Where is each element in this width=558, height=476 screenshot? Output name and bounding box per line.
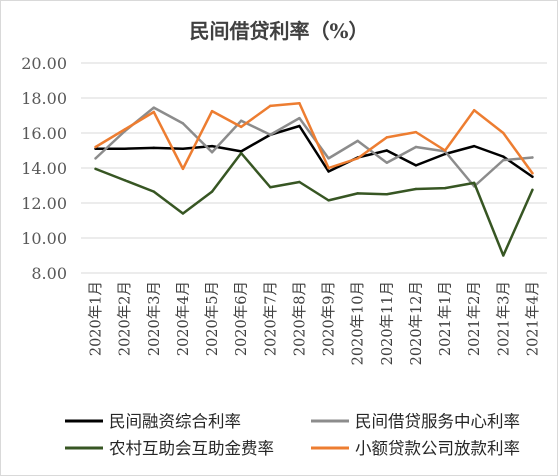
data-point — [181, 147, 185, 150]
x-tick-label: 2020年8月 — [291, 281, 308, 356]
data-point — [298, 180, 301, 184]
data-point — [327, 166, 330, 170]
data-point — [356, 139, 359, 143]
data-point — [414, 164, 418, 167]
data-point — [94, 157, 97, 160]
x-tick-label: 2020年6月 — [233, 281, 250, 356]
x-tick-label: 2020年12月 — [408, 281, 425, 365]
data-point — [443, 186, 447, 190]
y-tick-label: 20.00 — [21, 54, 67, 73]
data-point — [502, 158, 505, 162]
data-point — [269, 133, 272, 136]
data-point — [385, 136, 389, 139]
x-tick-label: 2020年2月 — [117, 281, 134, 356]
x-tick-label: 2020年1月 — [88, 281, 105, 356]
data-point — [152, 190, 156, 193]
y-tick-label: 8.00 — [31, 264, 67, 283]
y-tick-label: 18.00 — [21, 89, 67, 108]
data-point — [298, 116, 301, 120]
data-point — [327, 170, 330, 173]
series-line-4 — [94, 102, 534, 175]
data-point — [298, 124, 301, 128]
data-point — [181, 212, 185, 215]
data-point — [239, 151, 243, 155]
data-point — [531, 156, 534, 159]
x-tick-label: 2020年5月 — [204, 281, 221, 356]
data-point — [531, 172, 534, 175]
data-point — [414, 130, 418, 134]
data-point — [327, 157, 330, 160]
data-point — [152, 106, 156, 109]
data-point — [472, 144, 476, 148]
data-point — [531, 188, 534, 192]
y-tick-label: 12.00 — [21, 194, 67, 213]
data-point — [269, 104, 272, 108]
data-point — [239, 125, 243, 129]
data-point — [152, 110, 156, 114]
y-tick-label: 10.00 — [21, 229, 67, 248]
data-point — [356, 192, 359, 195]
chart-title: 民间借贷利率（%） — [189, 19, 369, 43]
legend-label: 小额贷款公司放款利率 — [355, 439, 520, 458]
x-tick-label: 2020年4月 — [175, 281, 192, 356]
data-point — [414, 187, 418, 191]
data-point — [385, 193, 389, 196]
x-tick-label: 2020年7月 — [262, 281, 279, 356]
data-point — [298, 102, 301, 105]
data-point — [123, 128, 126, 131]
data-point — [181, 122, 185, 125]
data-point — [210, 144, 214, 148]
x-tick-label: 2021年4月 — [524, 281, 541, 356]
x-tick-label: 2021年1月 — [437, 281, 454, 356]
data-point — [239, 119, 243, 122]
data-point — [502, 254, 505, 257]
series-line-3 — [94, 151, 534, 257]
legend-label: 农村互助会互助金费率 — [109, 439, 274, 458]
data-point — [269, 186, 272, 189]
data-point — [181, 167, 185, 171]
data-point — [123, 147, 126, 150]
data-point — [414, 145, 418, 149]
legend-label: 民间融资综合利率 — [109, 412, 241, 431]
x-tick-label: 2021年3月 — [495, 281, 512, 356]
data-point — [385, 149, 389, 152]
legend-label: 民间借贷服务中心利率 — [355, 412, 520, 431]
data-point — [210, 151, 214, 154]
data-point — [356, 157, 359, 160]
data-point — [210, 109, 214, 113]
x-tick-label: 2020年10月 — [350, 281, 367, 365]
data-point — [152, 146, 156, 150]
data-point — [443, 149, 447, 152]
series-line-1 — [94, 124, 534, 178]
y-tick-label: 14.00 — [21, 159, 67, 178]
x-tick-label: 2020年9月 — [321, 281, 338, 356]
x-tick-label: 2021年2月 — [466, 281, 483, 356]
data-point — [239, 150, 243, 153]
data-point — [502, 131, 505, 135]
x-tick-label: 2020年3月 — [146, 281, 163, 356]
data-point — [385, 161, 389, 164]
data-point — [123, 179, 126, 182]
data-point — [210, 190, 214, 193]
data-point — [531, 175, 534, 178]
y-tick-label: 16.00 — [21, 124, 67, 143]
data-point — [502, 155, 505, 158]
data-point — [94, 147, 97, 150]
x-tick-label: 2020年11月 — [379, 281, 396, 365]
data-point — [472, 109, 476, 112]
data-point — [472, 181, 476, 185]
data-point — [94, 167, 97, 171]
data-point — [94, 145, 97, 149]
data-point — [327, 199, 330, 202]
